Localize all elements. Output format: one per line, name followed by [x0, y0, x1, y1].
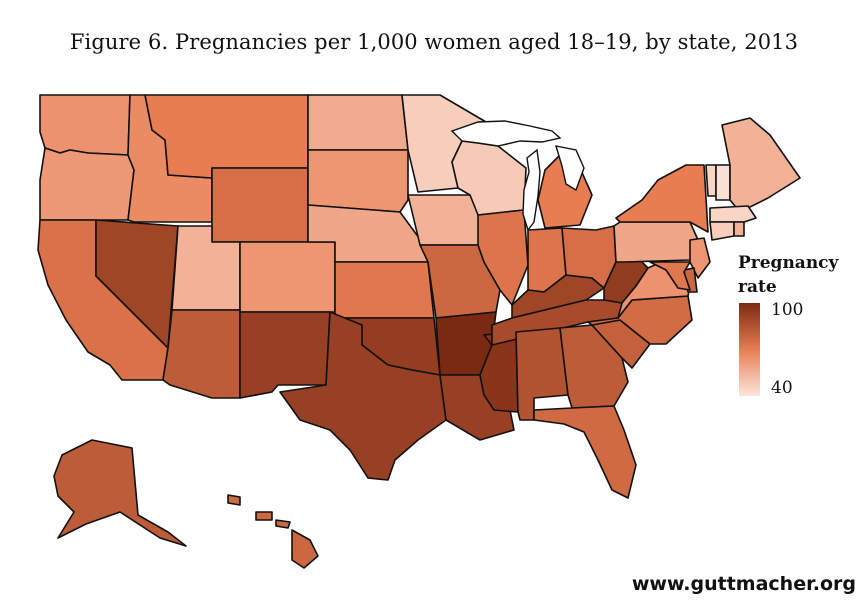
state-or — [39, 147, 135, 221]
map-title: Figure 6. Pregnancies per 1,000 women ag… — [69, 30, 799, 54]
state-nd — [307, 94, 409, 151]
state-co — [239, 241, 336, 313]
state-nh — [715, 164, 731, 201]
state-sd — [307, 149, 409, 213]
state-ks — [334, 261, 435, 319]
state-nj — [689, 237, 711, 279]
state-ri — [733, 221, 745, 237]
state-ct — [709, 221, 735, 241]
state-md — [649, 261, 691, 291]
state-vt — [705, 164, 717, 197]
state-nm — [239, 311, 331, 399]
legend-title: Pregnancy rate — [738, 251, 838, 299]
state-ma — [709, 205, 757, 223]
lake-huron — [554, 145, 585, 192]
legend-title-line1: Pregnancy — [738, 253, 839, 273]
lake-michigan — [522, 148, 541, 232]
state-ak — [53, 439, 187, 547]
state-hi — [227, 494, 319, 569]
state-al — [515, 327, 569, 421]
state-mt — [144, 94, 309, 179]
state-ny — [615, 164, 709, 233]
legend-gradient-bar — [739, 303, 760, 396]
state-tx — [279, 311, 447, 481]
legend-min-label: 40 — [771, 378, 793, 398]
state-wy — [211, 167, 309, 243]
legend-max-label: 100 — [771, 300, 804, 320]
legend-title-line2: rate — [738, 277, 777, 297]
lake-superior — [450, 120, 562, 147]
state-me — [721, 117, 801, 213]
state-wa — [39, 94, 131, 156]
source-credit: www.guttmacher.org — [631, 573, 856, 595]
state-pa — [613, 221, 699, 263]
state-az — [162, 309, 241, 399]
state-fl — [533, 405, 637, 499]
